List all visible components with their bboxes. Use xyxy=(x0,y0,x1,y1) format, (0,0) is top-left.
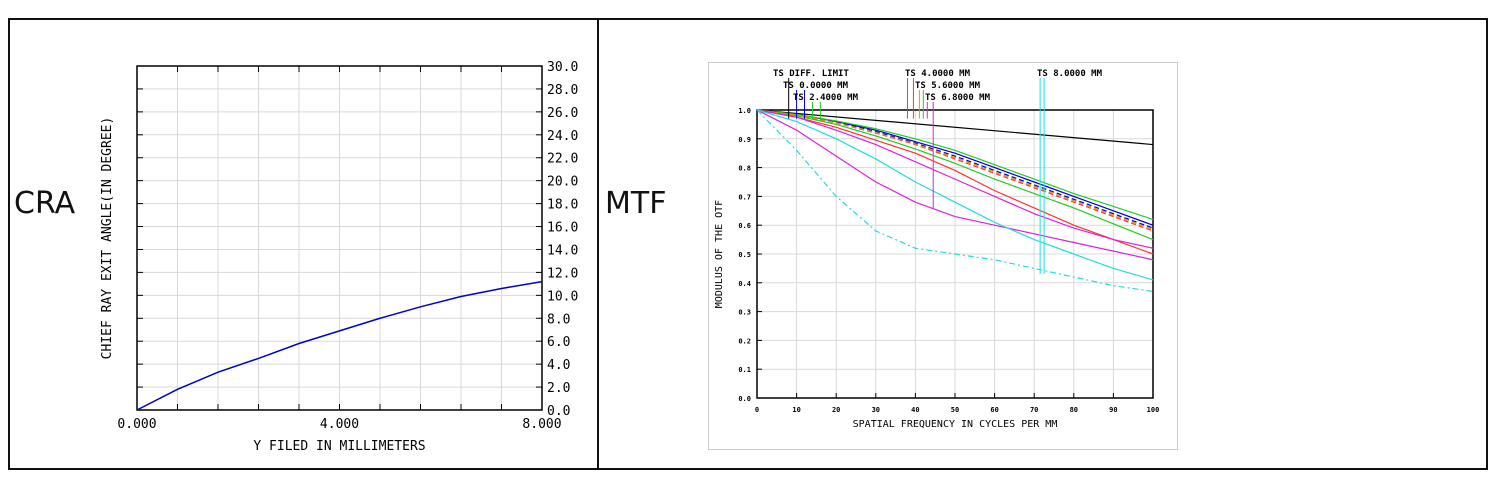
mtf-y-tick-label: 0.2 xyxy=(738,337,751,345)
cra-y-tick-label: 2.0 xyxy=(547,381,570,396)
cra-x-tick-label: 4.000 xyxy=(320,417,359,432)
mtf-x-tick-label: 60 xyxy=(990,406,998,414)
mtf-legend-label: TS 5.6000 MM xyxy=(915,81,981,91)
cra-y-tick-label: 28.0 xyxy=(547,83,578,98)
cra-y-tick-label: 6.0 xyxy=(547,335,570,350)
mtf-y-tick-label: 0.8 xyxy=(738,165,751,173)
mtf-series-line xyxy=(756,109,1154,293)
mtf-y-axis-label: MODULUS OF THE OTF xyxy=(714,200,725,308)
mtf-legend-label: TS 8.0000 MM xyxy=(1037,69,1103,79)
mtf-y-tick-label: 0.5 xyxy=(738,251,751,259)
cra-grid xyxy=(137,66,542,410)
mtf-legend-label: TS 4.0000 MM xyxy=(905,69,971,79)
cra-y-tick-label: 12.0 xyxy=(547,266,578,281)
mtf-y-tick-label: 0.0 xyxy=(738,395,751,403)
mtf-series-line xyxy=(756,109,1154,146)
cra-x-axis-label: Y FILED IN MILLIMETERS xyxy=(253,439,425,454)
mtf-legend-label: TS 0.0000 MM xyxy=(783,81,849,91)
cra-y-tick-label: 26.0 xyxy=(547,106,578,121)
mtf-legend-label: TS 6.8000 MM xyxy=(925,93,991,103)
mtf-y-tick-label: 0.1 xyxy=(738,366,751,374)
mtf-ticks: 0 10 20 30 40 50 60 70 80 90 100 0.0 0.1 0.2 0.3 0.4 0.5… xyxy=(738,107,1159,414)
mtf-y-tick-label: 1.0 xyxy=(738,107,751,115)
mtf-series-line xyxy=(756,109,1154,255)
cra-x-tick-label: 8.000 xyxy=(522,417,561,432)
mtf-x-tick-label: 10 xyxy=(792,406,800,414)
cra-y-tick-label: 14.0 xyxy=(547,243,578,258)
mtf-panel-label: MTF xyxy=(605,186,667,221)
mtf-y-tick-label: 0.7 xyxy=(738,193,751,201)
cra-chart: 0.0 2.0 4.0 6.0 8.0 10.0 12.0 14.0 16.0 18.0 20.0 2… xyxy=(100,60,578,454)
mtf-x-axis-label: SPATIAL FREQUENCY IN CYCLES PER MM xyxy=(853,419,1058,430)
mtf-series-line xyxy=(756,109,1154,249)
mtf-series-line xyxy=(756,109,1154,221)
cra-y-tick-label: 8.0 xyxy=(547,312,570,327)
mtf-x-tick-label: 100 xyxy=(1147,406,1160,414)
figure-frame xyxy=(8,18,1488,470)
mtf-x-tick-label: 0 xyxy=(755,406,759,414)
cra-y-tick-label: 10.0 xyxy=(547,289,578,304)
cra-series-line xyxy=(136,280,543,411)
mtf-chart-border xyxy=(708,62,1178,450)
cra-y-axis-label: CHIEF RAY EXIT ANGLE(IN DEGREE) xyxy=(100,117,115,360)
mtf-x-tick-label: 40 xyxy=(911,406,919,414)
mtf-series xyxy=(756,109,1154,293)
panel-divider xyxy=(597,18,599,470)
mtf-y-tick-label: 0.6 xyxy=(738,222,751,230)
cra-y-tick-label: 4.0 xyxy=(547,358,570,373)
cra-y-tick-label: 18.0 xyxy=(547,198,578,213)
mtf-y-tick-label: 0.3 xyxy=(738,309,751,317)
mtf-y-tick-label: 0.9 xyxy=(738,136,751,144)
cra-x-tick-label: 0.000 xyxy=(117,417,156,432)
mtf-x-tick-label: 90 xyxy=(1109,406,1117,414)
mtf-legend-label: TS DIFF. LIMIT xyxy=(773,69,849,79)
cra-ticks: 0.0 2.0 4.0 6.0 8.0 10.0 12.0 14.0 16.0 18.0 20.0 2… xyxy=(117,60,578,432)
cra-y-tick-label: 0.0 xyxy=(547,404,570,419)
cra-y-tick-label: 30.0 xyxy=(547,60,578,75)
cra-y-tick-label: 16.0 xyxy=(547,221,578,236)
mtf-y-tick-label: 0.4 xyxy=(738,280,751,288)
mtf-series-line xyxy=(756,109,1154,241)
cra-series xyxy=(136,280,543,411)
mtf-x-tick-label: 20 xyxy=(832,406,840,414)
mtf-x-tick-label: 70 xyxy=(1030,406,1038,414)
mtf-x-tick-label: 50 xyxy=(951,406,959,414)
mtf-legend: TS DIFF. LIMIT TS 0.0000 MM TS 2.4000 MM TS… xyxy=(773,69,1103,275)
mtf-series-line xyxy=(756,109,1154,281)
cra-panel-label: CRA xyxy=(14,186,76,221)
mtf-legend-label: TS 2.4000 MM xyxy=(793,93,859,103)
mtf-x-tick-label: 30 xyxy=(872,406,880,414)
cra-y-tick-label: 24.0 xyxy=(547,129,578,144)
cra-y-tick-label: 20.0 xyxy=(547,175,578,190)
mtf-chart: 0 10 20 30 40 50 60 70 80 90 100 0.0 0.1 0.2 0.3 0.4 0.5… xyxy=(708,62,1178,450)
cra-y-tick-label: 22.0 xyxy=(547,152,578,167)
mtf-series-line xyxy=(756,109,1154,261)
mtf-series-line xyxy=(756,109,1154,231)
mtf-x-tick-label: 80 xyxy=(1070,406,1078,414)
